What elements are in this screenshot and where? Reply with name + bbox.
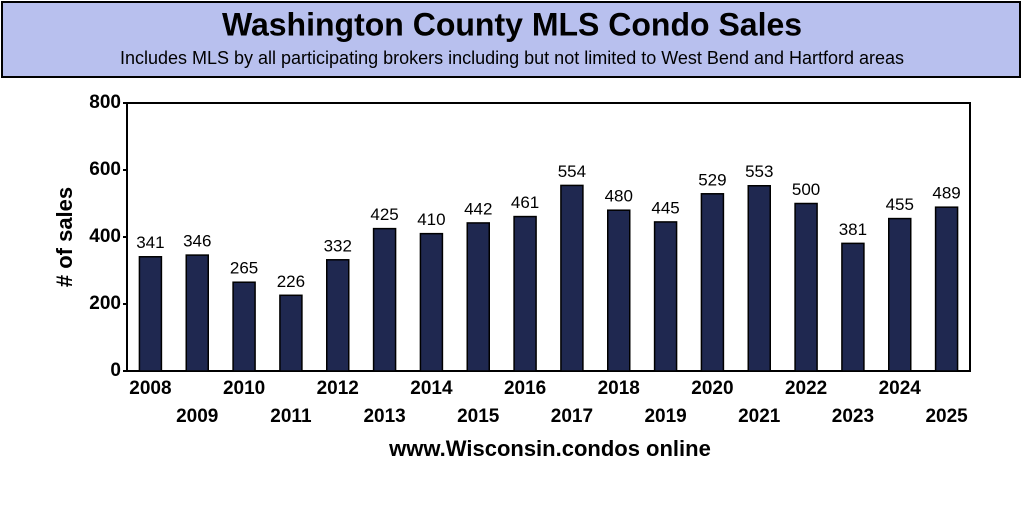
value-label: 553: [745, 162, 773, 181]
value-label: 410: [417, 210, 445, 229]
x-tick-label: 2020: [691, 378, 733, 399]
bar: [934, 206, 959, 372]
value-label: 265: [230, 259, 258, 278]
x-tick-label: 2009: [176, 406, 218, 427]
bar: [419, 232, 444, 372]
x-tick-label: 2025: [925, 406, 968, 427]
value-label: 489: [932, 184, 960, 203]
y-tick-label: 600: [89, 159, 121, 180]
header-box: [1, 1, 1021, 78]
y-tick-label: 0: [110, 360, 121, 381]
x-tick-label: 2019: [644, 406, 686, 427]
x-tick-label: 2024: [879, 378, 922, 399]
bar: [326, 259, 350, 372]
x-tick-label: 2012: [317, 378, 359, 399]
x-tick-label: 2008: [129, 378, 171, 399]
y-axis-title: # of sales: [52, 187, 77, 287]
bar: [466, 222, 490, 372]
bar: [794, 202, 818, 372]
x-tick-label: 2022: [785, 378, 827, 399]
bar: [653, 221, 678, 372]
bar: [138, 256, 163, 372]
chart-title: Washington County MLS Condo Sales: [222, 6, 802, 42]
bar: [607, 209, 631, 372]
bar: [747, 184, 771, 372]
chart-subtitle: Includes MLS by all participating broker…: [120, 48, 904, 68]
x-tick-label: 2013: [363, 406, 405, 427]
x-axis-title: www.Wisconsin.condos online: [388, 436, 711, 461]
value-label: 346: [183, 232, 211, 251]
bar: [888, 217, 912, 372]
value-label: 341: [136, 233, 164, 252]
value-label: 455: [886, 195, 914, 214]
y-tick-label: 200: [89, 293, 121, 314]
value-label: 226: [277, 272, 305, 291]
x-tick-label: 2015: [457, 406, 500, 427]
x-tick-label: 2016: [504, 378, 546, 399]
x-tick-label: 2018: [598, 378, 640, 399]
bar: [372, 227, 397, 372]
bar: [841, 242, 865, 372]
bar: [232, 281, 256, 372]
value-label: 461: [511, 193, 539, 212]
value-label: 332: [324, 236, 352, 255]
x-tick-label: 2014: [410, 378, 453, 399]
value-label: 480: [605, 187, 633, 206]
bar: [560, 184, 584, 372]
x-tick-label: 2023: [832, 406, 874, 427]
bar: [700, 193, 725, 372]
value-label: 442: [464, 199, 492, 218]
bar: [279, 294, 303, 372]
value-label: 445: [651, 198, 679, 217]
x-tick-label: 2017: [551, 406, 593, 427]
value-label: 425: [370, 205, 398, 224]
value-label: 554: [558, 162, 586, 181]
value-label: 381: [839, 220, 867, 239]
x-tick-label: 2021: [738, 406, 781, 427]
x-tick-label: 2011: [270, 406, 312, 427]
y-tick-label: 400: [89, 226, 121, 247]
y-tick-label: 800: [89, 92, 121, 113]
value-label: 529: [698, 170, 726, 189]
bar: [185, 254, 209, 372]
x-tick-label: 2010: [223, 378, 265, 399]
bar: [513, 215, 537, 372]
value-label: 500: [792, 180, 820, 199]
